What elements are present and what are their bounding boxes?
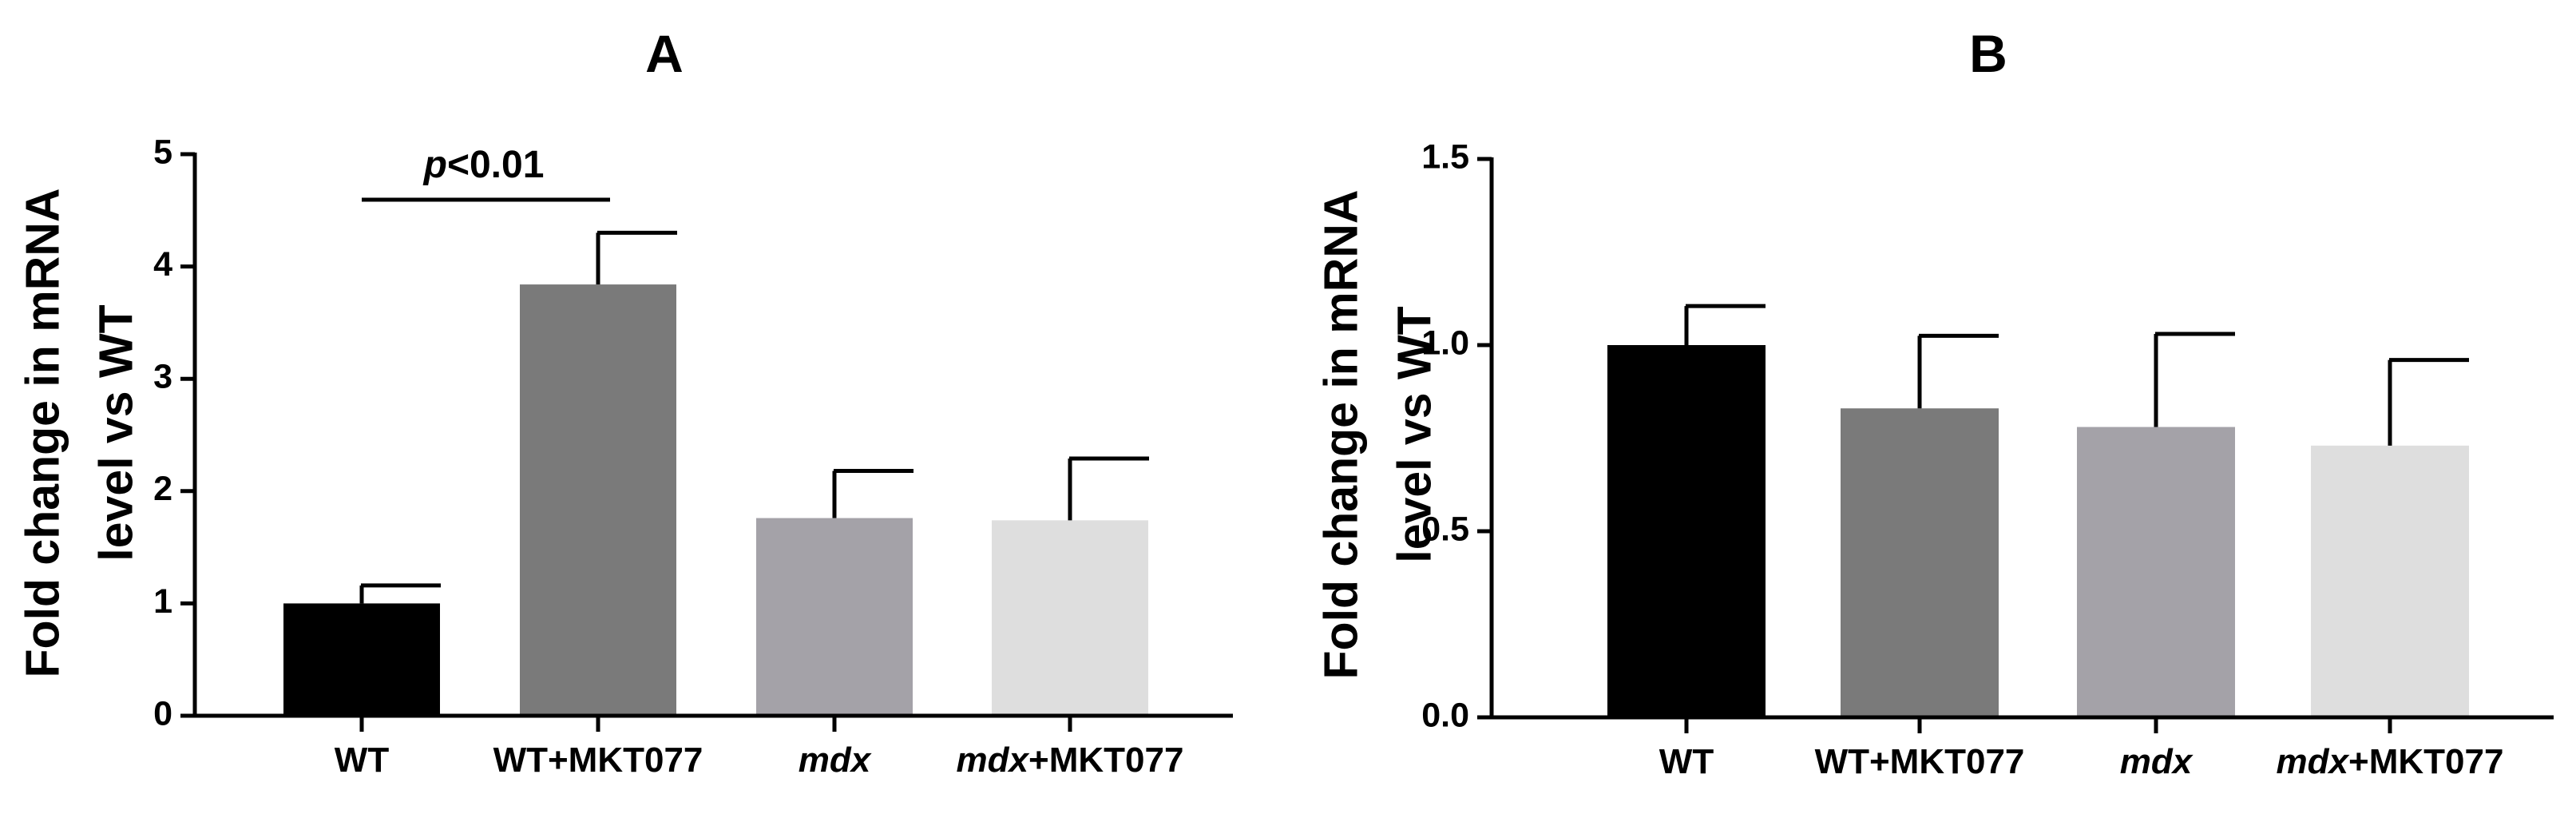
- x-tick-label: mdx: [799, 741, 872, 780]
- x-tick-label: WT+MKT077: [493, 741, 703, 780]
- x-tick-label: WT: [1659, 742, 1714, 781]
- bar: [2311, 445, 2469, 717]
- y-axis-label: Fold change in mRNA: [1315, 190, 1368, 680]
- y-tick-label: 0.0: [1421, 696, 1469, 734]
- bar: [2077, 427, 2235, 717]
- panel-title: B: [1969, 24, 2007, 83]
- y-tick-label: 1: [153, 582, 172, 621]
- y-axis-label: Fold change in mRNA: [17, 189, 69, 678]
- bar: [1607, 345, 1766, 717]
- chart-panel-b: B Fold change in mRNA level vs WT 0.0 0.5 1.0…: [1315, 24, 2554, 781]
- y-tick-label: 3: [153, 358, 172, 396]
- panel-title: A: [645, 24, 684, 83]
- chart-panel-a: A Fold change in mRNA level vs WT 0 1 2 3 4 5 WT W…: [17, 24, 1233, 780]
- x-tick-label: WT: [335, 741, 390, 780]
- bar: [520, 284, 676, 716]
- y-tick-label: 5: [153, 133, 172, 171]
- x-tick-label: mdx+MKT077: [957, 741, 1184, 780]
- bar: [992, 520, 1148, 716]
- bar: [283, 603, 440, 716]
- significance-label: p<0.01: [422, 144, 545, 186]
- bar: [1841, 408, 1999, 717]
- x-tick-label: mdx+MKT077: [2277, 742, 2504, 781]
- y-tick-label: 2: [153, 470, 172, 508]
- y-tick-label: 1.0: [1421, 324, 1469, 362]
- y-tick-label: 1.5: [1421, 137, 1469, 176]
- x-tick-label: WT+MKT077: [1815, 742, 2025, 781]
- y-axis-label: level vs WT: [1389, 306, 1441, 562]
- y-tick-label: 4: [153, 245, 172, 284]
- y-axis-label: level vs WT: [90, 304, 143, 561]
- bar: [756, 518, 913, 716]
- y-tick-label: 0.5: [1421, 510, 1469, 548]
- x-tick-label: mdx: [2120, 742, 2194, 781]
- y-tick-label: 0: [153, 694, 172, 733]
